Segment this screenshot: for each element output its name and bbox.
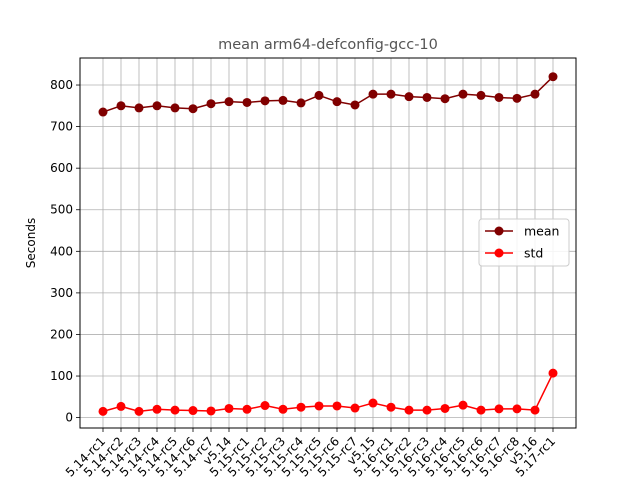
- data-point-mean: [296, 98, 306, 108]
- data-point-std: [440, 403, 450, 413]
- y-tick-label: 100: [50, 369, 73, 383]
- data-point-mean: [278, 95, 288, 105]
- data-point-std: [530, 405, 540, 415]
- data-point-std: [206, 406, 216, 416]
- data-point-mean: [512, 93, 522, 103]
- data-point-std: [548, 368, 558, 378]
- series-mean: [98, 72, 558, 117]
- data-point-mean: [152, 101, 162, 111]
- data-point-mean: [422, 92, 432, 102]
- data-point-mean: [458, 89, 468, 99]
- y-tick-label: 800: [50, 78, 73, 92]
- series-line-std: [102, 372, 554, 413]
- data-point-mean: [494, 92, 504, 102]
- data-point-std: [404, 405, 414, 415]
- data-point-std: [512, 404, 522, 414]
- data-point-mean: [134, 103, 144, 113]
- data-point-mean: [548, 72, 558, 82]
- legend: mean std: [478, 218, 570, 267]
- data-point-std: [350, 403, 360, 413]
- data-point-std: [98, 406, 108, 416]
- data-point-std: [494, 404, 504, 414]
- data-point-mean: [314, 90, 324, 100]
- data-point-std: [314, 401, 324, 411]
- data-point-mean: [170, 103, 180, 113]
- data-point-mean: [206, 99, 216, 109]
- data-point-mean: [188, 104, 198, 114]
- data-point-mean: [260, 96, 270, 106]
- legend-label-std: std: [524, 246, 543, 261]
- y-tick-label: 600: [50, 161, 73, 175]
- y-tick-label: 300: [50, 286, 73, 300]
- y-tick-label: 500: [50, 203, 73, 217]
- plot-frame: [79, 57, 577, 429]
- data-point-mean: [224, 97, 234, 107]
- data-point-std: [260, 401, 270, 411]
- data-point-mean: [440, 94, 450, 104]
- x-axis: 5.14-rc15.14-rc25.14-rc35.14-rc45.14-rc5…: [63, 428, 558, 479]
- data-point-mean: [242, 97, 252, 107]
- data-point-std: [476, 405, 486, 415]
- legend-marker-mean: [494, 226, 504, 236]
- data-point-std: [152, 404, 162, 414]
- data-point-std: [170, 405, 180, 415]
- data-point-std: [296, 402, 306, 412]
- data-point-std: [278, 404, 288, 414]
- data-point-mean: [368, 89, 378, 99]
- chart-title: mean arm64-defconfig-gcc-10: [218, 37, 438, 53]
- grid-lines: [80, 58, 576, 428]
- data-point-std: [332, 401, 342, 411]
- data-point-mean: [476, 90, 486, 100]
- series-line-mean: [102, 76, 554, 113]
- y-axis: 0 100 200 300 400 500 600 700 800: [50, 78, 80, 425]
- data-point-std: [224, 403, 234, 413]
- data-point-mean: [332, 97, 342, 107]
- data-point-mean: [530, 89, 540, 99]
- data-point-std: [368, 398, 378, 408]
- y-tick-label: 700: [50, 120, 73, 134]
- data-point-std: [458, 400, 468, 410]
- data-point-mean: [98, 107, 108, 117]
- y-tick-label: 200: [50, 327, 73, 341]
- data-point-mean: [116, 101, 126, 111]
- series-layer: [98, 72, 558, 416]
- series-std: [98, 368, 558, 416]
- legend-marker-std: [494, 248, 504, 258]
- y-tick-label: 400: [50, 244, 73, 258]
- data-point-std: [134, 406, 144, 416]
- y-axis-label: Seconds: [24, 218, 38, 268]
- data-point-std: [422, 405, 432, 415]
- legend-label-mean: mean: [524, 224, 559, 239]
- data-point-std: [188, 406, 198, 416]
- y-tick-label: 0: [65, 411, 73, 425]
- data-point-mean: [350, 100, 360, 110]
- data-point-std: [242, 404, 252, 414]
- data-point-mean: [404, 92, 414, 102]
- data-point-std: [116, 401, 126, 411]
- data-point-std: [386, 402, 396, 412]
- data-point-mean: [386, 89, 396, 99]
